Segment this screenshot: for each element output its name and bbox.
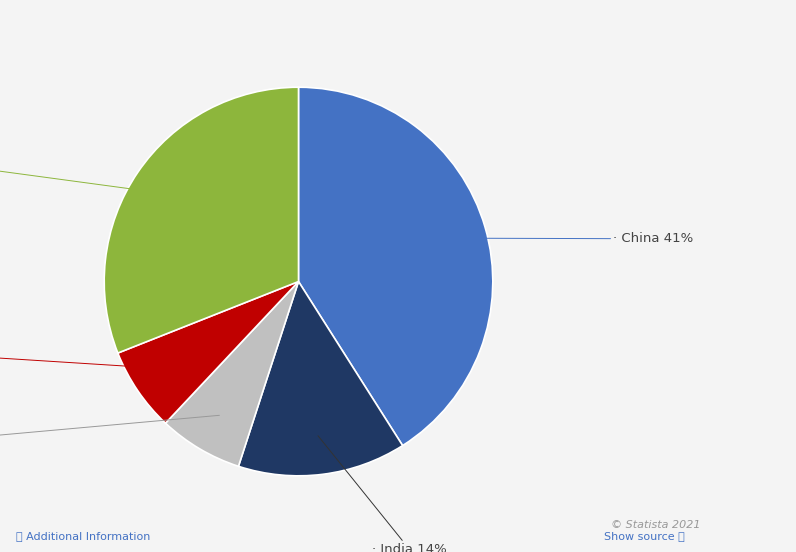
Text: · China 41%: · China 41% [448, 232, 693, 245]
Text: © Statista 2021: © Statista 2021 [611, 520, 700, 530]
Text: · India 14%: · India 14% [318, 436, 447, 552]
Wedge shape [239, 282, 403, 476]
Wedge shape [118, 282, 298, 423]
Text: · Nigeria 7%: · Nigeria 7% [0, 349, 170, 369]
Wedge shape [104, 87, 298, 353]
Wedge shape [298, 87, 493, 445]
Text: Show source ⓘ: Show source ⓘ [604, 531, 685, 541]
Text: · United States 7%: · United States 7% [0, 415, 220, 447]
Wedge shape [166, 282, 298, 466]
Text: ⓘ Additional Information: ⓘ Additional Information [16, 531, 150, 541]
Text: · Others 31%: · Others 31% [0, 158, 170, 194]
